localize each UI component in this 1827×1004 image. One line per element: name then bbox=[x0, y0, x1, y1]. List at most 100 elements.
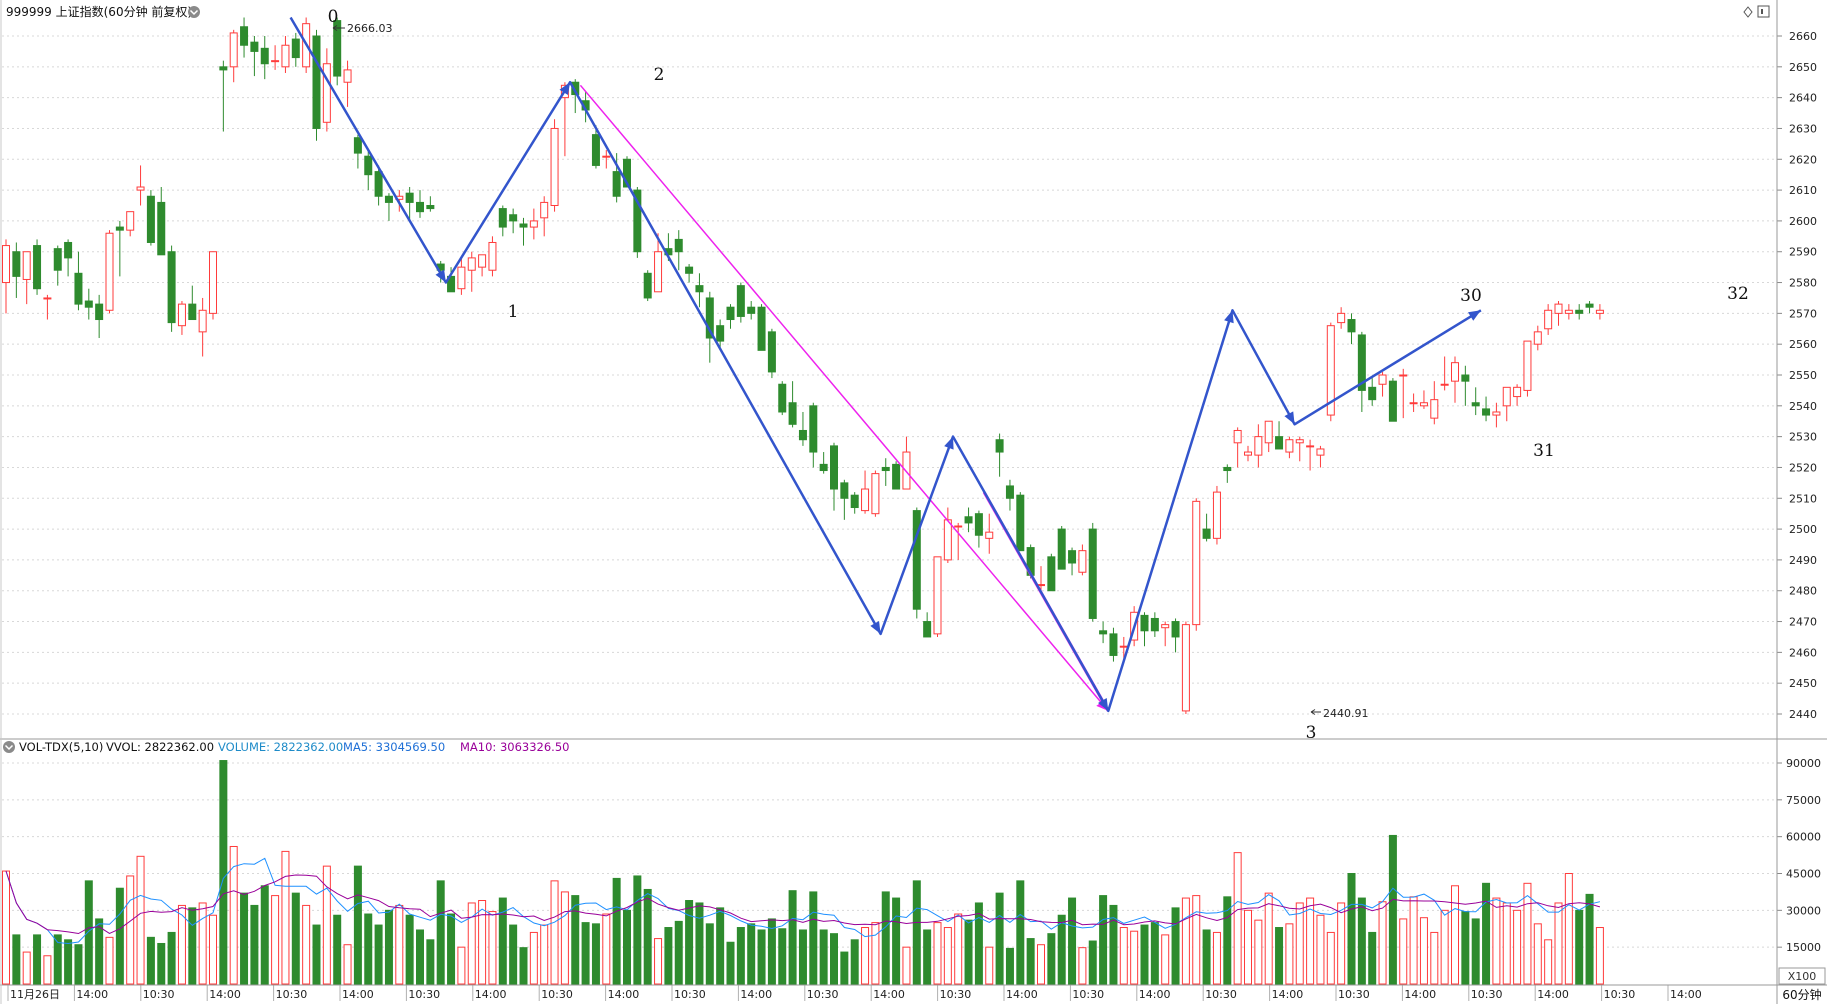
candle bbox=[1161, 621, 1170, 647]
volume-bar bbox=[53, 934, 62, 985]
candle bbox=[260, 36, 269, 80]
candle-body bbox=[529, 220, 538, 228]
volume-bar bbox=[126, 875, 135, 985]
title-dropdown-icon[interactable] bbox=[188, 6, 200, 18]
volume-bar bbox=[333, 914, 342, 985]
candle-body bbox=[757, 306, 766, 351]
candle bbox=[540, 196, 549, 237]
candle bbox=[1471, 387, 1480, 416]
candle bbox=[1316, 445, 1325, 468]
volume-bar bbox=[623, 909, 631, 985]
candle-body bbox=[902, 451, 911, 490]
candle-body bbox=[405, 192, 414, 203]
candle bbox=[1202, 513, 1211, 542]
price-tick-label: 2630 bbox=[1789, 122, 1817, 135]
time-tick-label: 14:00 bbox=[608, 988, 640, 1001]
volume-bar bbox=[478, 900, 487, 985]
candle-body bbox=[457, 266, 466, 290]
volume-bar bbox=[881, 891, 890, 985]
candle-body bbox=[1119, 645, 1128, 648]
volume-bar bbox=[322, 865, 331, 985]
volume-bar bbox=[1575, 909, 1584, 985]
candle-body bbox=[1357, 334, 1366, 391]
candle bbox=[933, 556, 942, 637]
candle bbox=[281, 36, 290, 73]
volume-bar bbox=[809, 891, 818, 985]
volume-bar bbox=[1523, 882, 1532, 985]
volume-bar bbox=[1275, 927, 1284, 985]
candle bbox=[1233, 427, 1242, 468]
candle-body bbox=[1171, 621, 1180, 638]
volume-bar bbox=[1130, 930, 1139, 985]
candle-body bbox=[1192, 500, 1201, 626]
candle bbox=[509, 208, 518, 234]
volume-bar bbox=[498, 897, 507, 985]
volume-bar bbox=[1513, 909, 1522, 985]
candle bbox=[467, 251, 476, 292]
candle-body bbox=[322, 63, 331, 123]
candle-body bbox=[1347, 319, 1356, 333]
volume-bar bbox=[1544, 939, 1553, 985]
volume-bar bbox=[1202, 929, 1211, 985]
diamond-icon[interactable] bbox=[1743, 6, 1753, 18]
candle bbox=[591, 125, 600, 169]
wave-label-2: 2 bbox=[654, 65, 665, 85]
candle bbox=[271, 45, 280, 70]
candle-body bbox=[881, 466, 890, 472]
volume-bar bbox=[933, 922, 942, 985]
candle-body bbox=[1088, 528, 1097, 619]
candle bbox=[736, 282, 745, 323]
volume-bar bbox=[1585, 893, 1594, 985]
volume-bar bbox=[519, 947, 528, 985]
period-label[interactable]: 60分钟 bbox=[1782, 987, 1821, 1002]
candle-body bbox=[105, 232, 114, 311]
volume-bar bbox=[1223, 896, 1232, 985]
candle bbox=[1254, 424, 1263, 468]
volume-bar bbox=[488, 911, 497, 985]
candle-body bbox=[1254, 436, 1263, 456]
candle bbox=[1068, 547, 1077, 576]
volume-bar bbox=[74, 944, 83, 985]
candle-body bbox=[1461, 374, 1470, 382]
volume-dropdown-icon[interactable] bbox=[3, 741, 15, 753]
candle-body bbox=[1575, 309, 1584, 314]
volume-bar bbox=[830, 933, 838, 985]
candle bbox=[291, 32, 300, 67]
candle-body bbox=[954, 525, 963, 528]
candle-body bbox=[498, 208, 507, 228]
candle bbox=[333, 17, 342, 86]
volume-bars bbox=[2, 760, 1604, 985]
candle bbox=[343, 60, 352, 107]
candle bbox=[126, 211, 135, 237]
low-value-label: 2440.91 bbox=[1323, 707, 1369, 720]
candle-body bbox=[695, 285, 704, 293]
candle-body bbox=[198, 309, 207, 333]
time-tick-label: 14:00 bbox=[1404, 988, 1436, 1001]
time-tick-label: 10:30 bbox=[1338, 988, 1370, 1001]
panel-toggle-icon[interactable] bbox=[1757, 5, 1770, 18]
candle-body bbox=[43, 297, 52, 300]
candle-body bbox=[333, 20, 342, 77]
volume-bar bbox=[612, 877, 621, 985]
volume-bar bbox=[1254, 919, 1263, 985]
wave-label-0: 0 bbox=[328, 7, 339, 27]
candle bbox=[74, 251, 83, 311]
candle-body bbox=[1150, 617, 1159, 632]
volume-bar bbox=[602, 913, 611, 985]
candle-body bbox=[861, 488, 870, 512]
candle bbox=[353, 134, 362, 169]
volume-bar bbox=[674, 920, 683, 985]
volume-bar bbox=[1347, 873, 1356, 985]
candle bbox=[478, 254, 487, 277]
volume-bar bbox=[1244, 909, 1252, 985]
volume-bar bbox=[633, 875, 642, 985]
candle bbox=[1150, 612, 1159, 637]
candle-body bbox=[1409, 402, 1418, 405]
candle-body bbox=[478, 254, 487, 268]
candle bbox=[612, 153, 621, 203]
candle-body bbox=[1233, 429, 1242, 444]
candle-body bbox=[736, 285, 745, 317]
candle-body bbox=[1223, 466, 1232, 472]
time-tick-label: 14:00 bbox=[1272, 988, 1304, 1001]
